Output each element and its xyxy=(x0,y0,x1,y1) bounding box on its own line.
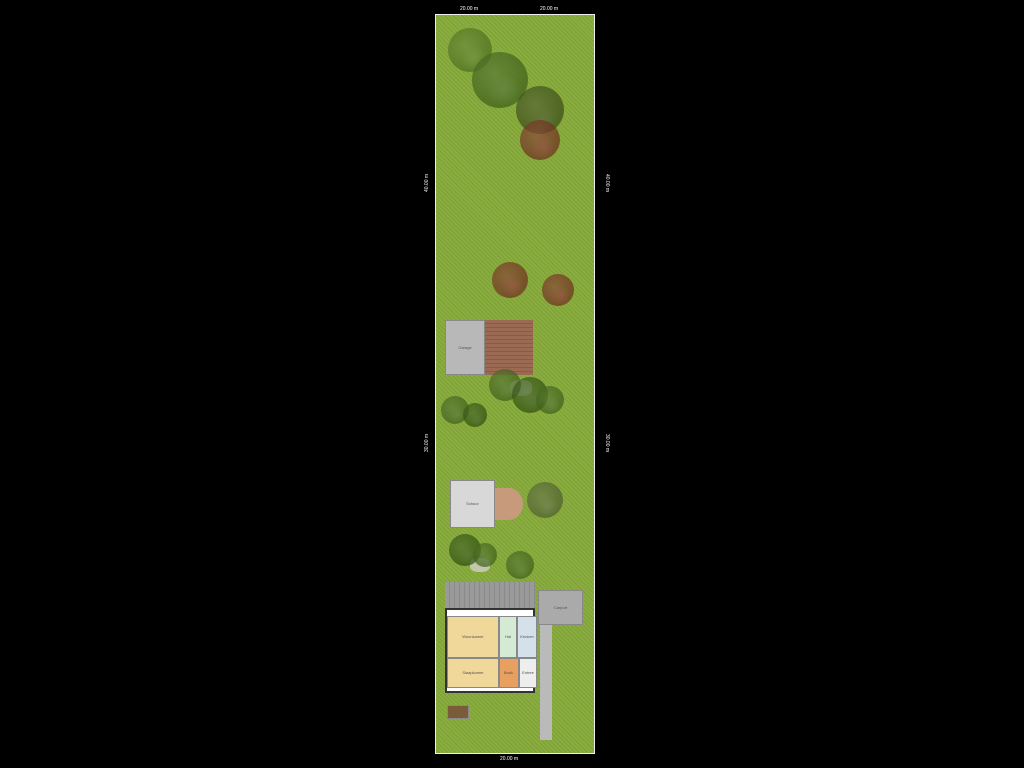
dim-bottom: 20.00 m xyxy=(500,756,518,762)
dim-left-mid: 30.00 m xyxy=(424,434,430,452)
room-living-label: Woonkamer xyxy=(447,634,499,639)
garage-pavement xyxy=(485,320,533,375)
dim-right-mid: 30.00 m xyxy=(604,434,610,452)
outbuilding-label: Schuur xyxy=(450,501,495,506)
room-entry-label: Entree xyxy=(519,670,537,675)
outbuilding-patio xyxy=(495,488,523,520)
dim-right-upper: 40.00 m xyxy=(604,174,610,192)
dim-top-right: 20.00 m xyxy=(540,6,558,12)
tree-foliage xyxy=(479,553,495,566)
garage-label: Garage xyxy=(445,345,485,350)
room-hall-label: Hal xyxy=(499,634,517,639)
tree-foliage xyxy=(543,397,561,412)
carport-label: Carport xyxy=(538,605,583,610)
front-path xyxy=(540,625,552,740)
shed-small xyxy=(447,705,469,719)
room-kitchen-label: Keuken xyxy=(517,634,537,639)
tree-foliage xyxy=(513,562,531,577)
dim-top-left: 20.00 m xyxy=(460,6,478,12)
tree-foliage xyxy=(530,136,556,158)
room-bath-label: Badk. xyxy=(499,670,519,675)
tree-foliage xyxy=(550,287,571,305)
tree-foliage xyxy=(469,413,485,426)
dim-left-upper: 40.00 m xyxy=(424,174,430,192)
room-bedroom-label: Slaapkamer xyxy=(447,670,499,675)
house: WoonkamerHalKeuken SlaapkamerBadk.Entree xyxy=(445,608,535,693)
